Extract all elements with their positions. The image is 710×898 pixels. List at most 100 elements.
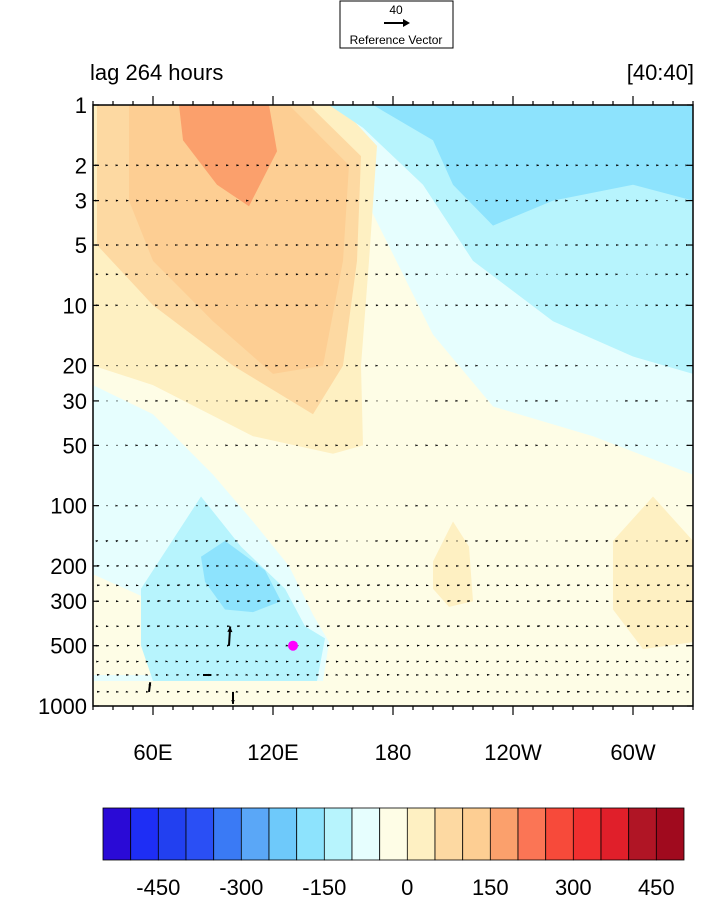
wind-vector xyxy=(136,244,139,247)
wind-vector xyxy=(465,199,468,202)
wind-vector xyxy=(325,690,329,693)
wind-vector xyxy=(445,244,448,247)
wind-vector xyxy=(136,304,138,306)
wind-vector xyxy=(425,504,428,507)
wind-vector xyxy=(646,644,649,647)
wind-vector xyxy=(96,673,100,676)
wind-vector xyxy=(335,564,338,567)
wind-vector xyxy=(436,600,441,603)
wind-vector xyxy=(115,199,119,202)
wind-vector xyxy=(615,564,619,567)
wind-vector xyxy=(295,244,299,247)
y-tick-label: 50 xyxy=(63,433,87,458)
wind-vector xyxy=(355,304,358,307)
wind-vector xyxy=(306,660,310,663)
wind-vector xyxy=(145,660,149,663)
wind-vector xyxy=(156,600,161,603)
wind-vector xyxy=(306,400,308,402)
wind-vector xyxy=(366,444,368,446)
wind-vector xyxy=(345,660,348,663)
wind-vector xyxy=(326,625,330,628)
wind-vector xyxy=(365,660,368,663)
wind-vector xyxy=(515,584,519,587)
wind-vector xyxy=(146,690,149,693)
wind-vector xyxy=(146,273,148,275)
wind-vector xyxy=(446,273,448,275)
colorbar-swatch xyxy=(406,807,436,861)
wind-vector xyxy=(185,364,188,367)
wind-vector xyxy=(666,444,668,446)
wind-vector xyxy=(126,304,128,306)
wind-vector xyxy=(336,273,338,275)
wind-vector xyxy=(555,399,558,402)
wind-vector xyxy=(465,644,468,647)
wind-vector xyxy=(215,540,219,543)
wind-vector xyxy=(226,625,230,628)
wind-vector xyxy=(106,444,108,446)
wind-vector xyxy=(676,365,678,367)
wind-vector xyxy=(326,365,328,367)
wind-vector xyxy=(306,244,309,247)
wind-vector xyxy=(565,304,569,307)
wind-vector xyxy=(456,244,458,246)
wind-vector xyxy=(335,504,338,507)
wind-vector xyxy=(416,304,418,306)
y-tick-label: 10 xyxy=(63,293,87,318)
wind-vector xyxy=(665,164,669,167)
wind-vector xyxy=(105,625,109,628)
wind-vector xyxy=(435,244,439,247)
wind-vector xyxy=(116,660,120,663)
wind-vector xyxy=(106,564,110,567)
wind-vector xyxy=(246,365,248,367)
wind-vector xyxy=(575,364,578,367)
wind-vector xyxy=(166,444,168,446)
wind-vector xyxy=(255,564,259,567)
wind-vector xyxy=(276,505,278,507)
wind-vector xyxy=(156,273,158,275)
wind-vector xyxy=(476,199,478,202)
wind-vector xyxy=(676,444,678,446)
wind-vector xyxy=(166,564,169,568)
wind-vector xyxy=(385,244,388,247)
wind-vector xyxy=(156,584,160,587)
wind-vector xyxy=(405,273,409,276)
wind-vector xyxy=(125,444,128,447)
wind-vector xyxy=(625,244,629,247)
wind-vector xyxy=(275,660,278,663)
wind-vector xyxy=(555,304,558,307)
wind-vector xyxy=(455,644,459,647)
wind-vector xyxy=(396,673,400,676)
wind-vector xyxy=(235,690,239,693)
wind-vector xyxy=(175,539,178,542)
wind-vector xyxy=(515,690,519,693)
colorbar-swatch xyxy=(379,807,408,861)
wind-vector xyxy=(466,505,468,507)
wind-vector xyxy=(325,504,328,507)
wind-vector xyxy=(466,600,471,603)
wind-vector xyxy=(165,304,168,307)
wind-vector xyxy=(125,690,129,693)
wind-vector xyxy=(356,690,360,693)
wind-vector xyxy=(245,673,248,676)
wind-vector xyxy=(506,564,509,568)
wind-vector xyxy=(285,625,289,628)
wind-vector xyxy=(496,644,499,647)
wind-vector xyxy=(595,504,598,507)
wind-vector xyxy=(135,504,138,507)
wind-vector xyxy=(545,244,548,247)
wind-vector xyxy=(545,199,549,202)
wind-vector xyxy=(535,673,538,676)
wind-vector xyxy=(436,540,438,542)
wind-vector xyxy=(486,644,489,647)
wind-vector xyxy=(446,540,448,542)
wind-vector xyxy=(175,304,178,307)
wind-vector xyxy=(365,399,368,402)
wind-vector xyxy=(186,673,190,676)
wind-vector xyxy=(296,584,300,587)
wind-vector xyxy=(405,304,408,307)
wind-vector xyxy=(336,164,339,167)
wind-vector xyxy=(256,690,260,693)
wind-vector xyxy=(326,660,329,663)
wind-vector xyxy=(203,673,212,677)
wind-vector xyxy=(566,444,568,446)
